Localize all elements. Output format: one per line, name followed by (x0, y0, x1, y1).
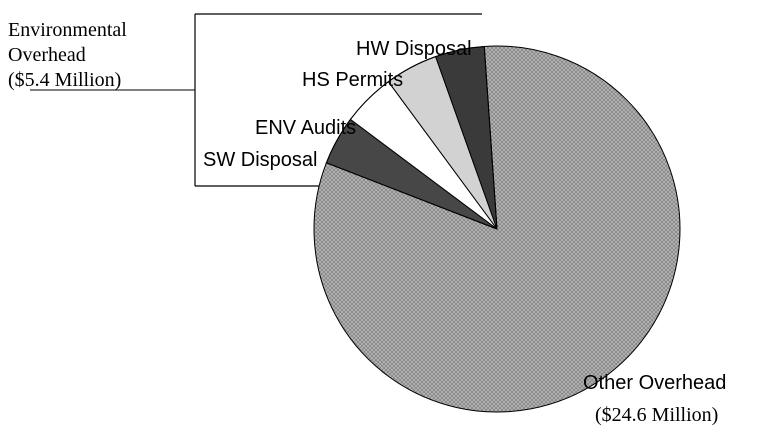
slice-label: SW Disposal (203, 149, 317, 171)
group-label: Overhead (8, 44, 86, 66)
slice-label: HS Permits (302, 69, 403, 91)
slice-label: Other Overhead (583, 372, 726, 394)
group-label: Environmental (8, 19, 127, 41)
pie-slice (313, 45, 681, 413)
slice-label: ENV Audits (255, 117, 356, 139)
group-bracket (30, 13, 482, 187)
group-value-label: ($5.4 Million) (8, 69, 121, 91)
slice-label: HW Disposal (356, 38, 472, 60)
group-outline (325, 45, 498, 230)
slice-value-label: ($24.6 Million) (595, 404, 718, 426)
